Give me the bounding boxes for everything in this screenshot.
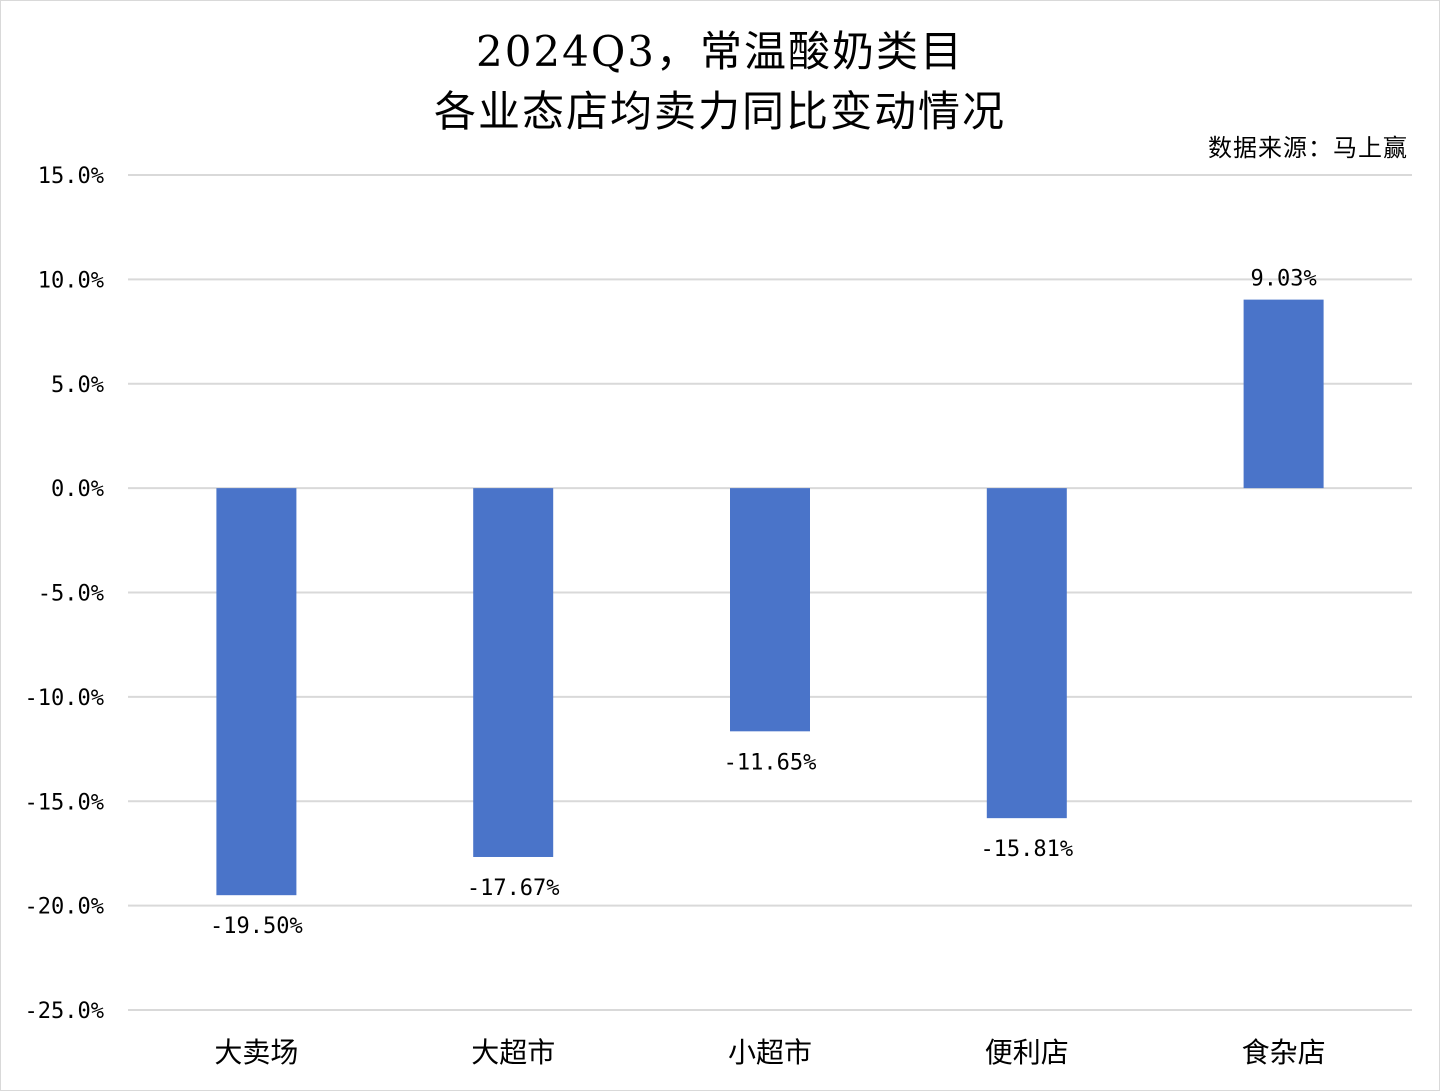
data-source-note: 数据来源：马上赢: [1208, 134, 1408, 162]
y-tick-label: 10.0%: [38, 268, 104, 293]
chart-title-line1: 2024Q3，常温酸奶类目: [475, 27, 965, 76]
data-label: -19.50%: [210, 914, 303, 939]
y-tick-label: -10.0%: [25, 686, 104, 711]
data-label: 9.03%: [1250, 267, 1316, 292]
y-tick-label: -15.0%: [25, 790, 104, 815]
y-tick-label: -20.0%: [25, 895, 104, 920]
bar: [216, 488, 297, 896]
bar: [730, 488, 810, 732]
bar: [473, 488, 554, 857]
bar: [1243, 299, 1324, 489]
x-category-label: 大超市: [471, 1036, 555, 1069]
chart-title-line2: 各业态店均卖力同比变动情况: [433, 87, 1006, 136]
chart-title: 2024Q3，常温酸奶类目 各业态店均卖力同比变动情况: [0, 22, 1440, 142]
y-tick-label: -25.0%: [25, 999, 104, 1024]
y-tick-label: -5.0%: [38, 582, 104, 607]
data-label: -17.67%: [467, 876, 560, 901]
x-category-label: 大卖场: [214, 1036, 298, 1069]
y-tick-label: 15.0%: [38, 164, 104, 189]
y-tick-label: 0.0%: [51, 477, 104, 502]
bar: [986, 488, 1067, 819]
x-category-label: 食杂店: [1242, 1036, 1326, 1069]
x-category-label: 便利店: [985, 1036, 1069, 1069]
y-tick-label: 5.0%: [51, 373, 104, 398]
data-label: -15.81%: [980, 837, 1073, 862]
x-category-label: 小超市: [728, 1036, 812, 1069]
data-label: -11.65%: [724, 750, 817, 775]
